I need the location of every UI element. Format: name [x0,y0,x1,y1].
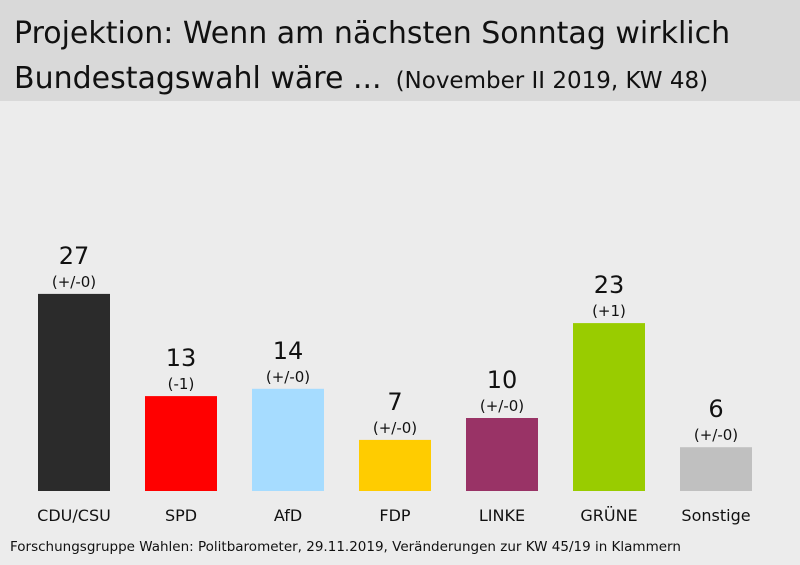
category-label-5: GRÜNE [580,506,637,525]
bar-value-label-1: 13 [166,344,197,372]
category-label-2: AfD [274,506,302,525]
bar-3 [359,439,431,491]
bar-change-label-5: (+1) [592,302,626,320]
bar-value-label-0: 27 [59,242,90,270]
bar-value-label-3: 7 [387,388,402,416]
category-label-0: CDU/CSU [37,506,111,525]
bar-4 [466,418,538,491]
bar-change-label-0: (+/-0) [52,273,96,291]
bar-chart: 27 (+/-0) CDU/CSU 13 (-1) SPD 14 (+/-0) AfD 7 (+/-… [37,242,752,525]
chart-title-line-2-text: Bundestagswahl wäre ... [14,61,382,96]
category-label-1: SPD [165,506,197,525]
category-label-4: LINKE [479,506,525,525]
chart-title-line-1: Projektion: Wenn am nächsten Sonntag wir… [14,16,731,51]
bar-value-label-5: 23 [594,271,625,299]
bar-2 [252,388,324,491]
chart-subtitle: (November II 2019, KW 48) [395,68,709,94]
category-label-6: Sonstige [681,506,750,525]
bar-change-label-3: (+/-0) [373,419,417,437]
category-label-3: FDP [379,506,411,525]
chart-header: Projektion: Wenn am nächsten Sonntag wir… [0,0,800,101]
chart-source-footer: Forschungsgruppe Wahlen: Politbarometer,… [10,539,681,555]
bar-1 [145,396,217,491]
bar-6 [680,447,752,491]
bar-value-label-4: 10 [487,366,518,394]
chart-title-line-2: Bundestagswahl wäre ... (November II 2019… [14,64,708,94]
bar-5 [573,323,645,491]
bar-value-label-6: 6 [708,395,723,423]
bar-value-label-2: 14 [273,337,304,365]
bar-change-label-1: (-1) [168,375,195,393]
bar-change-label-4: (+/-0) [480,397,524,415]
bar-change-label-2: (+/-0) [266,368,310,386]
bar-change-label-6: (+/-0) [694,426,738,444]
bar-0 [38,293,110,491]
